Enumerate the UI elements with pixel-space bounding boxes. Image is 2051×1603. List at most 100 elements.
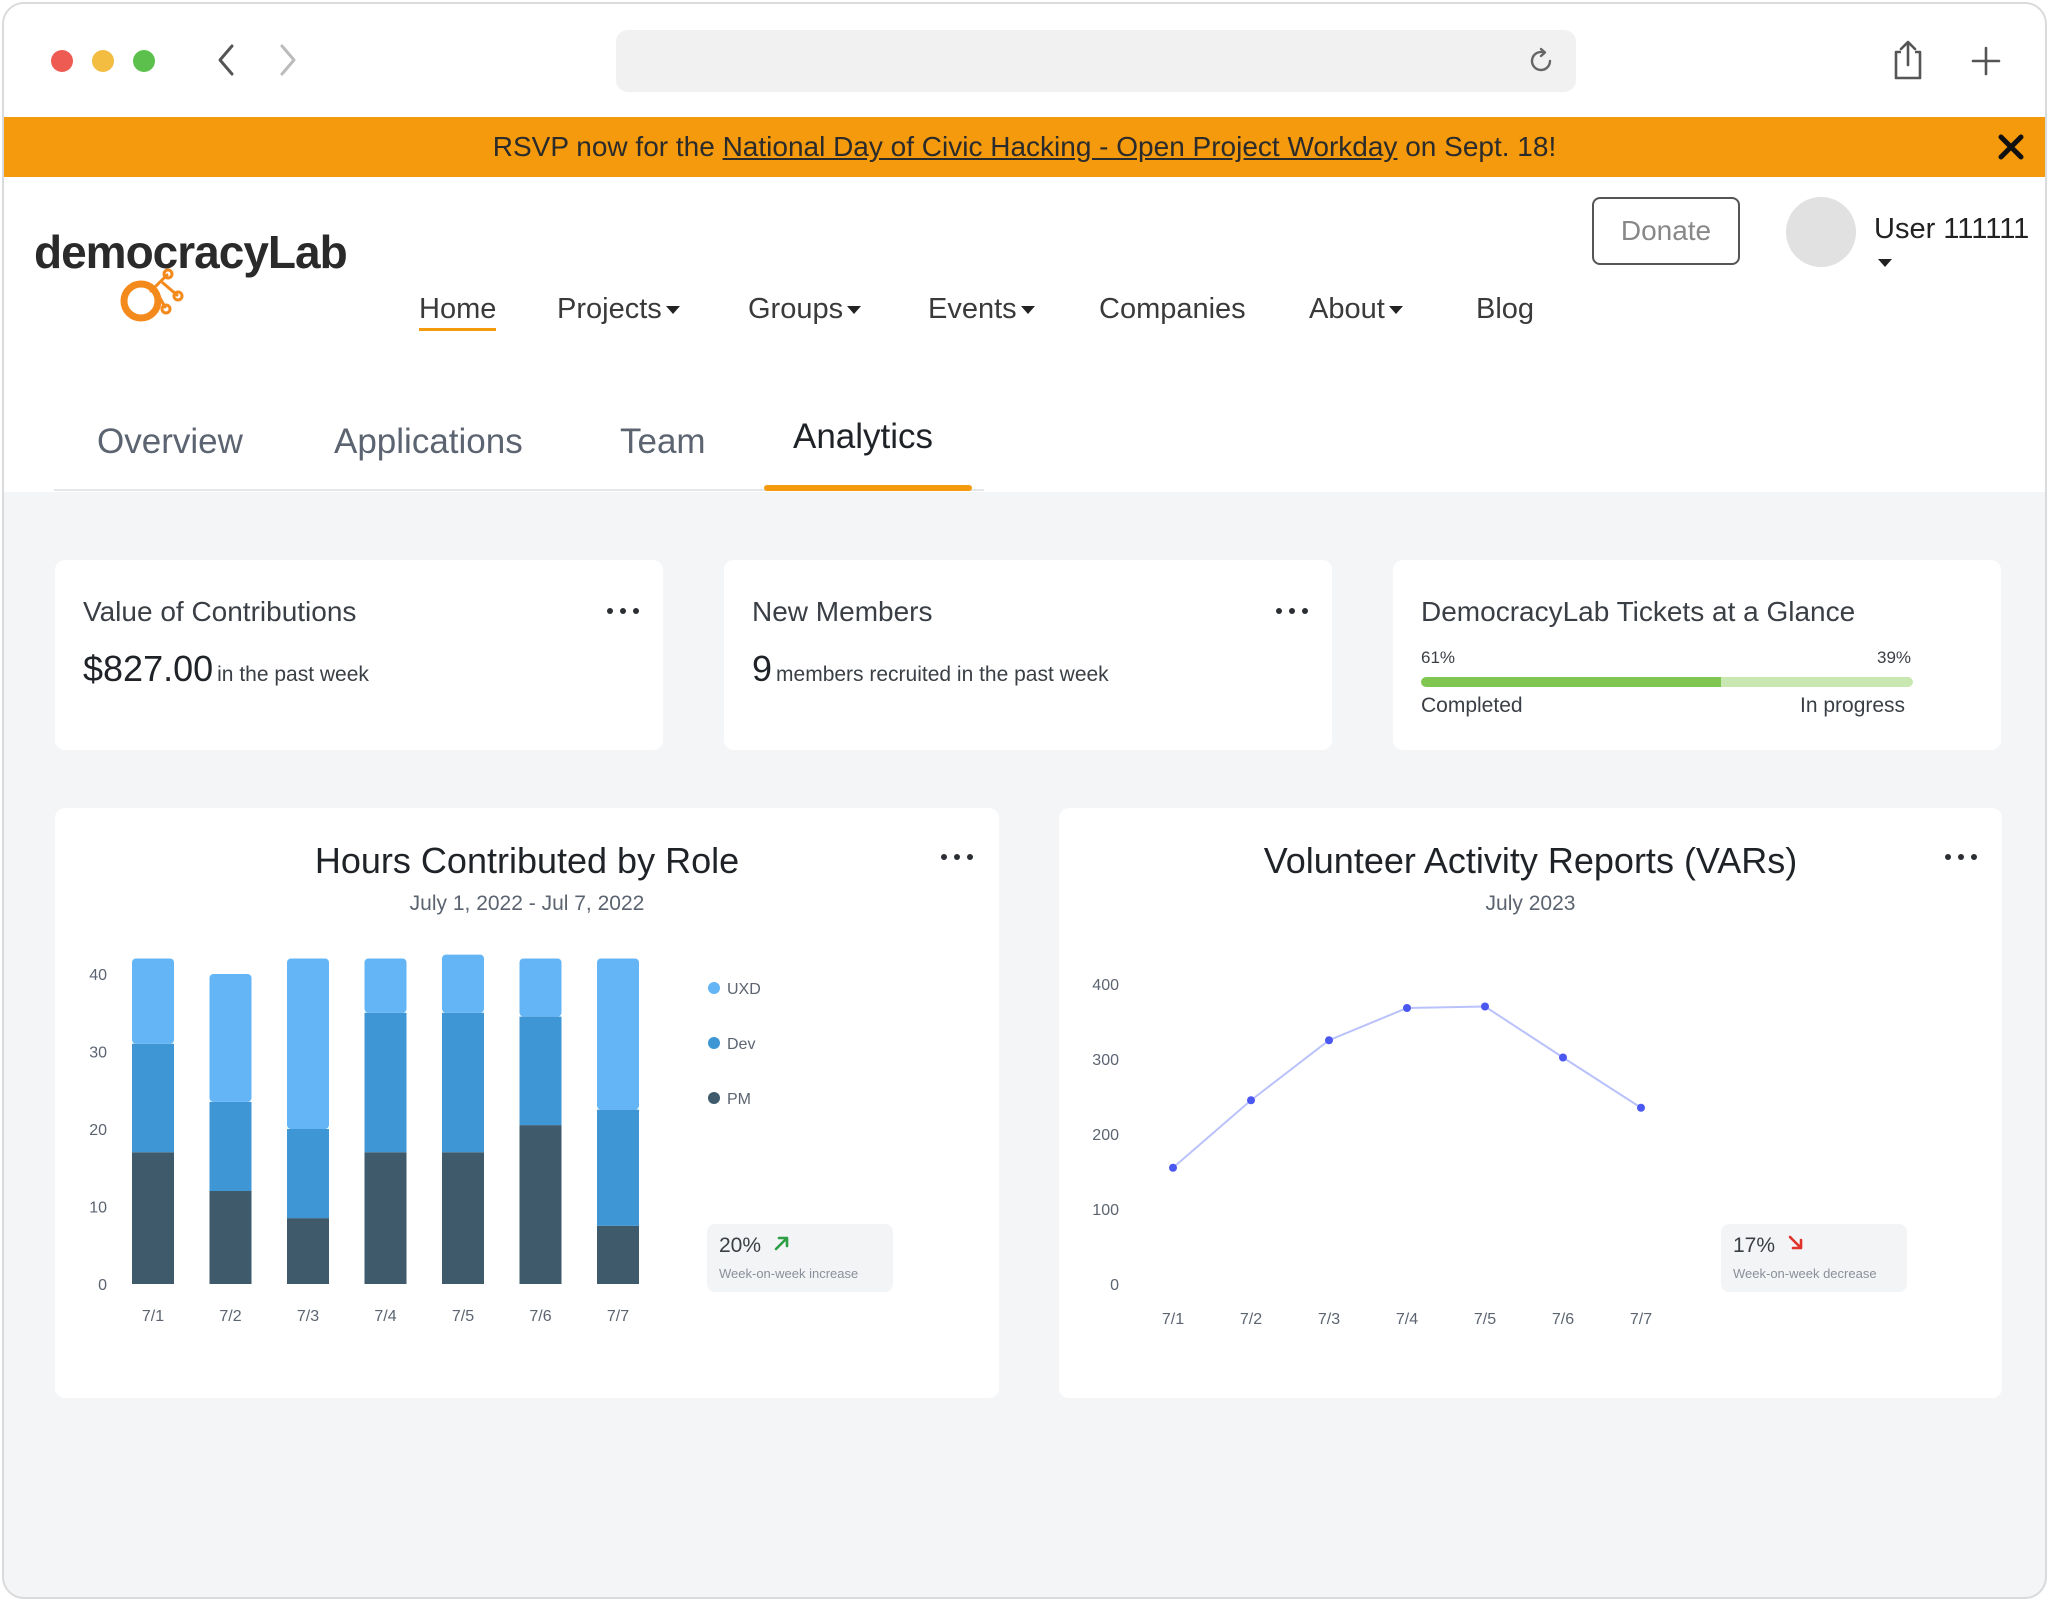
x-tick-label: 7/5 bbox=[1474, 1311, 1496, 1328]
bar-segment-uxd bbox=[597, 958, 639, 1110]
active-tab-indicator bbox=[764, 485, 972, 491]
tickets-progress-bar bbox=[1421, 677, 1913, 687]
y-tick-label: 20 bbox=[89, 1122, 107, 1139]
close-window-button[interactable] bbox=[51, 50, 73, 72]
tab-applications[interactable]: Applications bbox=[334, 422, 523, 461]
bar-segment-dev bbox=[287, 1129, 329, 1219]
logo-mark-icon bbox=[120, 268, 184, 322]
bar-segment-uxd bbox=[442, 954, 484, 1013]
kpi-caption: Week-on-week decrease bbox=[1733, 1266, 1877, 1281]
minimize-window-button[interactable] bbox=[92, 50, 114, 72]
bar-segment-pm bbox=[597, 1225, 639, 1284]
var-chart-card: Volunteer Activity Reports (VARs) July 2… bbox=[1059, 808, 2002, 1398]
user-menu[interactable]: User 111111 bbox=[1874, 213, 2045, 279]
site-header: democracyLab Donate User 111111 Home Pro… bbox=[4, 177, 2045, 492]
reload-icon[interactable] bbox=[1526, 46, 1556, 76]
x-tick-label: 7/4 bbox=[1396, 1311, 1418, 1328]
chart-title: Hours Contributed by Role bbox=[314, 840, 740, 881]
avatar[interactable] bbox=[1786, 197, 1856, 267]
donate-button[interactable]: Donate bbox=[1592, 197, 1740, 265]
in-progress-percent: 39% bbox=[1877, 648, 1912, 667]
arrow-down-right-icon bbox=[1788, 1235, 1803, 1250]
chevron-down-icon bbox=[1878, 259, 1892, 268]
nav-groups[interactable]: Groups bbox=[748, 293, 862, 326]
data-point bbox=[1481, 1002, 1489, 1011]
project-tabs: Overview Applications Team Analytics bbox=[4, 417, 2045, 492]
nav-companies[interactable]: Companies bbox=[1099, 293, 1246, 326]
bar-segment-dev bbox=[519, 1016, 562, 1126]
bar-segment-dev bbox=[209, 1101, 252, 1191]
nav-companies-label: Companies bbox=[1099, 293, 1246, 325]
data-point bbox=[1325, 1036, 1333, 1045]
maximize-window-button[interactable] bbox=[133, 50, 155, 72]
members-caption: members recruited in the past week bbox=[776, 663, 1109, 686]
data-point bbox=[1637, 1103, 1645, 1112]
x-tick-label: 7/6 bbox=[529, 1308, 551, 1325]
contributions-value: $827.00 bbox=[83, 648, 214, 689]
nav-projects[interactable]: Projects bbox=[557, 293, 680, 326]
bar-segment-pm bbox=[364, 1152, 407, 1284]
more-options-icon[interactable] bbox=[1276, 608, 1312, 618]
card-title: Value of Contributions bbox=[83, 596, 357, 627]
x-tick-label: 7/7 bbox=[607, 1308, 629, 1325]
close-icon[interactable] bbox=[1991, 127, 2031, 167]
tab-overview[interactable]: Overview bbox=[97, 422, 243, 461]
chevron-down-icon bbox=[847, 306, 862, 315]
x-tick-label: 7/2 bbox=[1240, 1311, 1262, 1328]
y-tick-label: 0 bbox=[1110, 1277, 1119, 1294]
more-options-icon[interactable] bbox=[1945, 854, 1981, 864]
nav-about[interactable]: About bbox=[1309, 293, 1403, 326]
bar-segment-pm bbox=[287, 1218, 329, 1284]
nav-events-label: Events bbox=[928, 293, 1017, 325]
legend-label: UXD bbox=[727, 981, 761, 998]
banner-link[interactable]: National Day of Civic Hacking - Open Pro… bbox=[722, 131, 1398, 162]
nav-groups-label: Groups bbox=[748, 293, 844, 325]
chevron-down-icon bbox=[665, 306, 680, 315]
tab-analytics[interactable]: Analytics bbox=[793, 417, 934, 456]
legend-swatch bbox=[708, 1092, 720, 1104]
arrow-up-right-icon bbox=[774, 1236, 789, 1251]
bar-segment-dev bbox=[597, 1109, 639, 1226]
bar-segment-dev bbox=[442, 1012, 484, 1153]
nav-events[interactable]: Events bbox=[928, 293, 1035, 326]
hours-bar-chart: 0 10 20 30 40 7/1 7/2 7/3 7/4 7/5 7/6 7/7 UXD Dev PM bbox=[89, 954, 761, 1325]
card-title: DemocracyLab Tickets at a Glance bbox=[1421, 596, 1856, 627]
nav-home[interactable]: Home bbox=[419, 293, 497, 331]
browser-toolbar bbox=[4, 4, 2045, 117]
tab-team[interactable]: Team bbox=[620, 422, 706, 461]
new-tab-plus-icon[interactable] bbox=[1966, 38, 2006, 82]
bar-segment-dev bbox=[364, 1012, 407, 1153]
more-options-icon[interactable] bbox=[607, 608, 643, 618]
y-tick-label: 400 bbox=[1092, 977, 1119, 994]
contributions-value-row: $827.00 in the past week bbox=[83, 648, 369, 690]
var-line-chart: 0 100 200 300 400 7/1 7/2 7/3 7/4 7/5 7/6 7/7 bbox=[1092, 977, 1652, 1328]
x-tick-label: 7/7 bbox=[1630, 1311, 1652, 1328]
contributions-caption: in the past week bbox=[217, 663, 369, 686]
legend-label: Dev bbox=[727, 1036, 755, 1053]
forward-arrow-icon[interactable] bbox=[272, 40, 302, 80]
x-tick-label: 7/3 bbox=[297, 1308, 319, 1325]
data-point bbox=[1247, 1096, 1255, 1105]
banner-text-suffix: on Sept. 18! bbox=[1397, 131, 1557, 162]
x-tick-label: 7/5 bbox=[452, 1308, 474, 1325]
in-progress-label: In progress bbox=[1800, 694, 1906, 717]
more-options-icon[interactable] bbox=[941, 854, 977, 864]
logo-text: democracyLab bbox=[34, 226, 348, 278]
nav-blog-label: Blog bbox=[1476, 293, 1535, 325]
back-arrow-icon[interactable] bbox=[212, 40, 242, 80]
bar-segment-pm bbox=[442, 1152, 484, 1284]
nav-blog[interactable]: Blog bbox=[1476, 293, 1534, 326]
chevron-down-icon bbox=[1388, 306, 1403, 315]
share-icon[interactable] bbox=[1888, 38, 1928, 82]
y-tick-label: 0 bbox=[98, 1277, 107, 1294]
announcement-banner: RSVP now for the National Day of Civic H… bbox=[4, 117, 2045, 177]
address-bar[interactable] bbox=[616, 30, 1576, 92]
democracylab-logo[interactable]: democracyLab bbox=[34, 217, 354, 322]
y-tick-label: 10 bbox=[89, 1200, 107, 1217]
user-name: User 111111 bbox=[1874, 213, 2030, 245]
var-kpi-box: 17% Week-on-week decrease bbox=[1721, 1224, 1907, 1292]
card-title: New Members bbox=[752, 596, 933, 627]
bar-segment-pm bbox=[132, 1152, 174, 1284]
x-tick-label: 7/3 bbox=[1318, 1311, 1340, 1328]
